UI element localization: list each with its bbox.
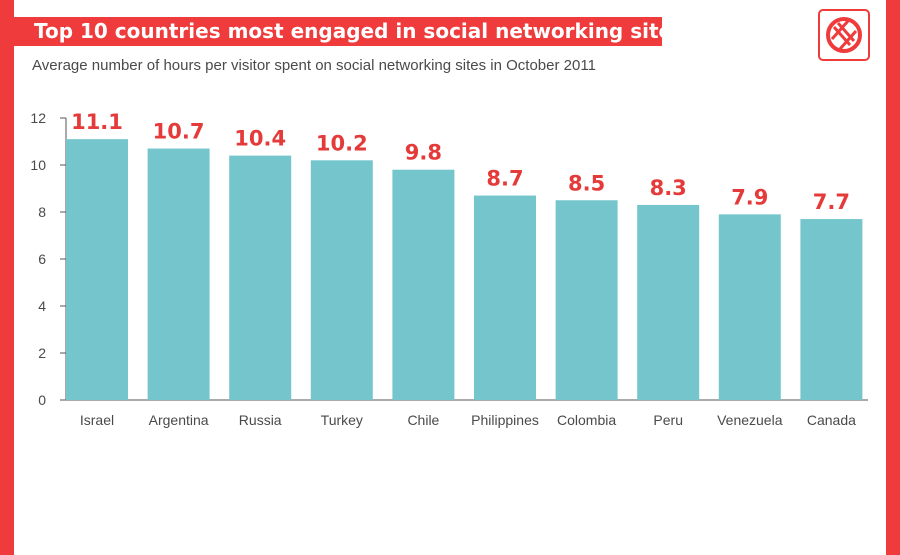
bar-chile (392, 169, 455, 400)
x-tick-label: Philippines (471, 412, 539, 428)
y-tick-label: 2 (38, 345, 46, 361)
x-tick-label: Russia (239, 412, 282, 428)
value-label: 10.4 (234, 127, 286, 151)
bar-philippines (474, 195, 536, 400)
x-tick-label: Colombia (557, 412, 616, 428)
value-label: 10.2 (316, 131, 368, 155)
value-label: 11.1 (71, 110, 123, 134)
y-tick-label: 12 (30, 110, 46, 126)
value-label: 8.5 (568, 171, 605, 195)
x-tick-label: Canada (807, 412, 856, 428)
globe-icon (818, 9, 870, 61)
y-tick-label: 6 (38, 251, 46, 267)
y-tick-label: 8 (38, 204, 46, 220)
chart-subtitle: Average number of hours per visitor spen… (32, 57, 596, 74)
bar-turkey (310, 160, 373, 400)
value-label: 8.7 (486, 167, 523, 191)
y-tick-label: 0 (38, 392, 46, 408)
bar-colombia (555, 200, 618, 400)
value-label: 10.7 (153, 120, 205, 144)
left-accent-border (0, 0, 14, 555)
value-label: 9.8 (405, 141, 442, 165)
bar-israel (66, 139, 128, 400)
value-label: 8.3 (650, 176, 687, 200)
title-band (0, 17, 662, 46)
x-tick-label: Argentina (149, 412, 209, 428)
bar-venezuela (718, 214, 781, 400)
x-tick-label: Peru (653, 412, 683, 428)
value-label: 7.7 (813, 190, 850, 214)
x-tick-label: Israel (80, 412, 114, 428)
x-tick-label: Turkey (321, 412, 363, 428)
bar-canada (800, 219, 863, 400)
bar-russia (229, 155, 292, 400)
y-tick-label: 4 (38, 298, 46, 314)
bar-argentina (147, 148, 210, 400)
x-tick-label: Venezuela (717, 412, 783, 428)
value-label: 7.9 (731, 185, 768, 209)
chart-title: Top 10 countries most engaged in social … (34, 19, 684, 43)
right-accent-border (886, 0, 900, 555)
bar-peru (637, 204, 700, 400)
x-tick-label: Chile (407, 412, 439, 428)
y-tick-label: 10 (30, 157, 46, 173)
